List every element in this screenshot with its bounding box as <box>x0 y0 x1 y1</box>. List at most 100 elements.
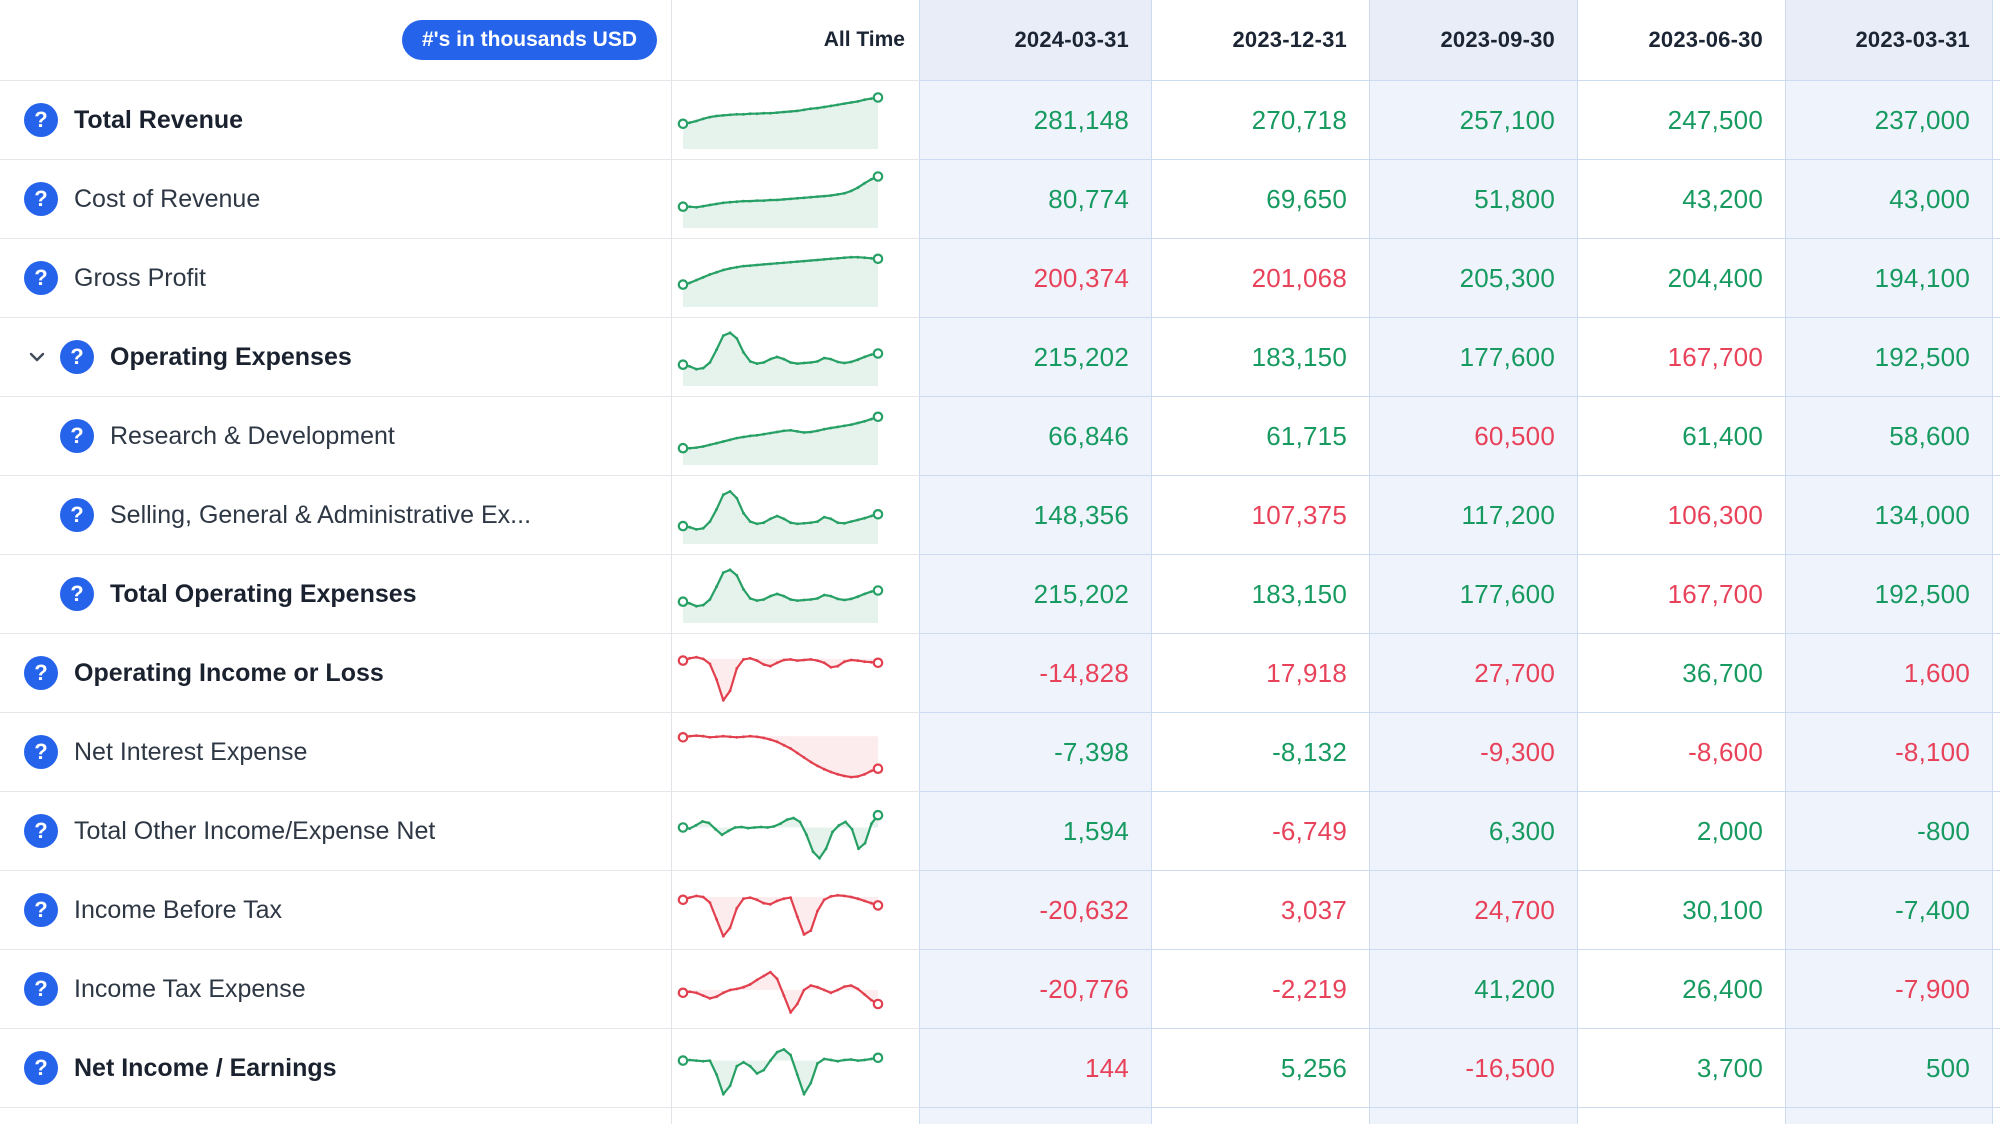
column-header-date: 2023-06-30 <box>1578 0 1786 80</box>
value-cell: 3,037 <box>1152 870 1370 949</box>
value-cell: 177,600 <box>1370 317 1578 396</box>
value-cell: 117,200 <box>1370 475 1578 554</box>
help-icon[interactable]: ? <box>24 735 58 769</box>
value-cell: 43,000 <box>1786 159 1993 238</box>
sparkline[interactable] <box>672 712 920 791</box>
row-label: Income Before Tax <box>74 895 282 924</box>
value-cell: 500 <box>1786 1028 1993 1107</box>
cutoff-cell <box>1993 870 2000 949</box>
help-icon[interactable]: ? <box>24 972 58 1006</box>
sparkline[interactable] <box>672 791 920 870</box>
chevron-down-icon[interactable] <box>24 344 50 370</box>
value-cell: 106,300 <box>1578 475 1786 554</box>
sparkline[interactable] <box>672 870 920 949</box>
help-icon[interactable]: ? <box>24 893 58 927</box>
value-cell: 36,700 <box>1578 633 1786 712</box>
value-cell: 24,700 <box>1370 870 1578 949</box>
help-icon[interactable]: ? <box>60 419 94 453</box>
help-icon[interactable]: ? <box>24 103 58 137</box>
value-cell: 167,700 <box>1578 554 1786 633</box>
help-icon[interactable]: ? <box>60 340 94 374</box>
value-cell: -6,749 <box>1152 791 1370 870</box>
value-cell: 61,400 <box>1578 396 1786 475</box>
row-label-cell: ? Income Tax Expense <box>0 949 672 1028</box>
value-cell: 69,650 <box>1152 159 1370 238</box>
value-cell: -7,398 <box>920 712 1152 791</box>
value-cell: 1,600 <box>1786 633 1993 712</box>
value-cell: -7,400 <box>1786 870 1993 949</box>
help-icon[interactable]: ? <box>24 1051 58 1085</box>
help-icon[interactable]: ? <box>24 182 58 216</box>
column-header-date: 2023-09-30 <box>1370 0 1578 80</box>
value-cell: 107,375 <box>1152 475 1370 554</box>
sparkline[interactable] <box>672 159 920 238</box>
value-cell: -8,100 <box>1786 712 1993 791</box>
value-cell: -14,828 <box>920 633 1152 712</box>
row-label: Total Other Income/Expense Net <box>74 816 436 845</box>
row-net-interest-expense: ? Net Interest Expense -7,398 -8,132 -9,… <box>0 712 2000 791</box>
sparkline[interactable] <box>672 317 920 396</box>
row-label-cell: ? Net Income / Earnings <box>0 1028 672 1107</box>
sparkline[interactable] <box>672 238 920 317</box>
table-corner-cell: #'s in thousands USD <box>0 0 672 80</box>
row-label-cell: ? Selling, General & Administrative Ex..… <box>0 475 672 554</box>
sparkline[interactable] <box>672 475 920 554</box>
column-header-cutoff <box>1993 0 2000 80</box>
row-total-operating-expenses: ? Total Operating Expenses 215,202 183,1… <box>0 554 2000 633</box>
help-icon[interactable]: ? <box>24 261 58 295</box>
row-label: Total Revenue <box>74 105 244 134</box>
value-cell: 17,918 <box>1152 633 1370 712</box>
row-label: Operating Expenses <box>110 342 352 371</box>
sparkline[interactable] <box>672 554 920 633</box>
value-cell: -16,500 <box>1370 1028 1578 1107</box>
value-cell: 43,200 <box>1578 159 1786 238</box>
units-badge: #'s in thousands USD <box>401 20 657 60</box>
help-icon[interactable]: ? <box>60 577 94 611</box>
value-cell: 281,148 <box>920 80 1152 159</box>
row-research-development: ? Research & Development 66,846 61,715 6… <box>0 396 2000 475</box>
cutoff-cell <box>1993 317 2000 396</box>
value-cell: 205,300 <box>1370 238 1578 317</box>
row-label-cell: ? Net Interest Expense <box>0 712 672 791</box>
cutoff-cell <box>1993 396 2000 475</box>
value-cell: 257,100 <box>1370 80 1578 159</box>
value-cell: 148,356 <box>920 475 1152 554</box>
row-cost-of-revenue: ? Cost of Revenue 80,774 69,650 51,800 4… <box>0 159 2000 238</box>
row-label: Selling, General & Administrative Ex... <box>110 500 532 529</box>
value-cell: -7,900 <box>1786 949 1993 1028</box>
row-income-tax-expense: ? Income Tax Expense -20,776 -2,219 41,2… <box>0 949 2000 1028</box>
value-cell: 183,150 <box>1152 554 1370 633</box>
value-cell: 192,500 <box>1786 554 1993 633</box>
row-label: Gross Profit <box>74 263 206 292</box>
value-cell: 41,200 <box>1370 949 1578 1028</box>
sparkline[interactable] <box>672 949 920 1028</box>
value-cell: 215,202 <box>920 317 1152 396</box>
sparkline[interactable] <box>672 633 920 712</box>
value-cell: -9,300 <box>1370 712 1578 791</box>
row-label-cell: ? Total Other Income/Expense Net <box>0 791 672 870</box>
help-icon[interactable]: ? <box>24 656 58 690</box>
value-cell: 215,202 <box>920 554 1152 633</box>
column-header-all-time: All Time <box>672 0 920 80</box>
value-cell: 167,700 <box>1578 317 1786 396</box>
value-cell: 134,000 <box>1786 475 1993 554</box>
value-cell: 80,774 <box>920 159 1152 238</box>
row-gross-profit: ? Gross Profit 200,374 201,068 205,300 2… <box>0 238 2000 317</box>
help-icon[interactable]: ? <box>24 814 58 848</box>
value-cell: 60,500 <box>1370 396 1578 475</box>
cutoff-cell <box>1993 238 2000 317</box>
cutoff-cell <box>1993 949 2000 1028</box>
sparkline[interactable] <box>672 80 920 159</box>
value-cell: -2,219 <box>1152 949 1370 1028</box>
sparkline[interactable] <box>672 396 920 475</box>
help-icon[interactable]: ? <box>60 498 94 532</box>
cutoff-cell <box>1993 712 2000 791</box>
value-cell: 58,600 <box>1786 396 1993 475</box>
row-label: Income Tax Expense <box>74 974 306 1003</box>
cutoff-cell <box>1993 633 2000 712</box>
value-cell: 6,300 <box>1370 791 1578 870</box>
value-cell: 51,800 <box>1370 159 1578 238</box>
value-cell: 2,000 <box>1578 791 1786 870</box>
sparkline[interactable] <box>672 1028 920 1107</box>
